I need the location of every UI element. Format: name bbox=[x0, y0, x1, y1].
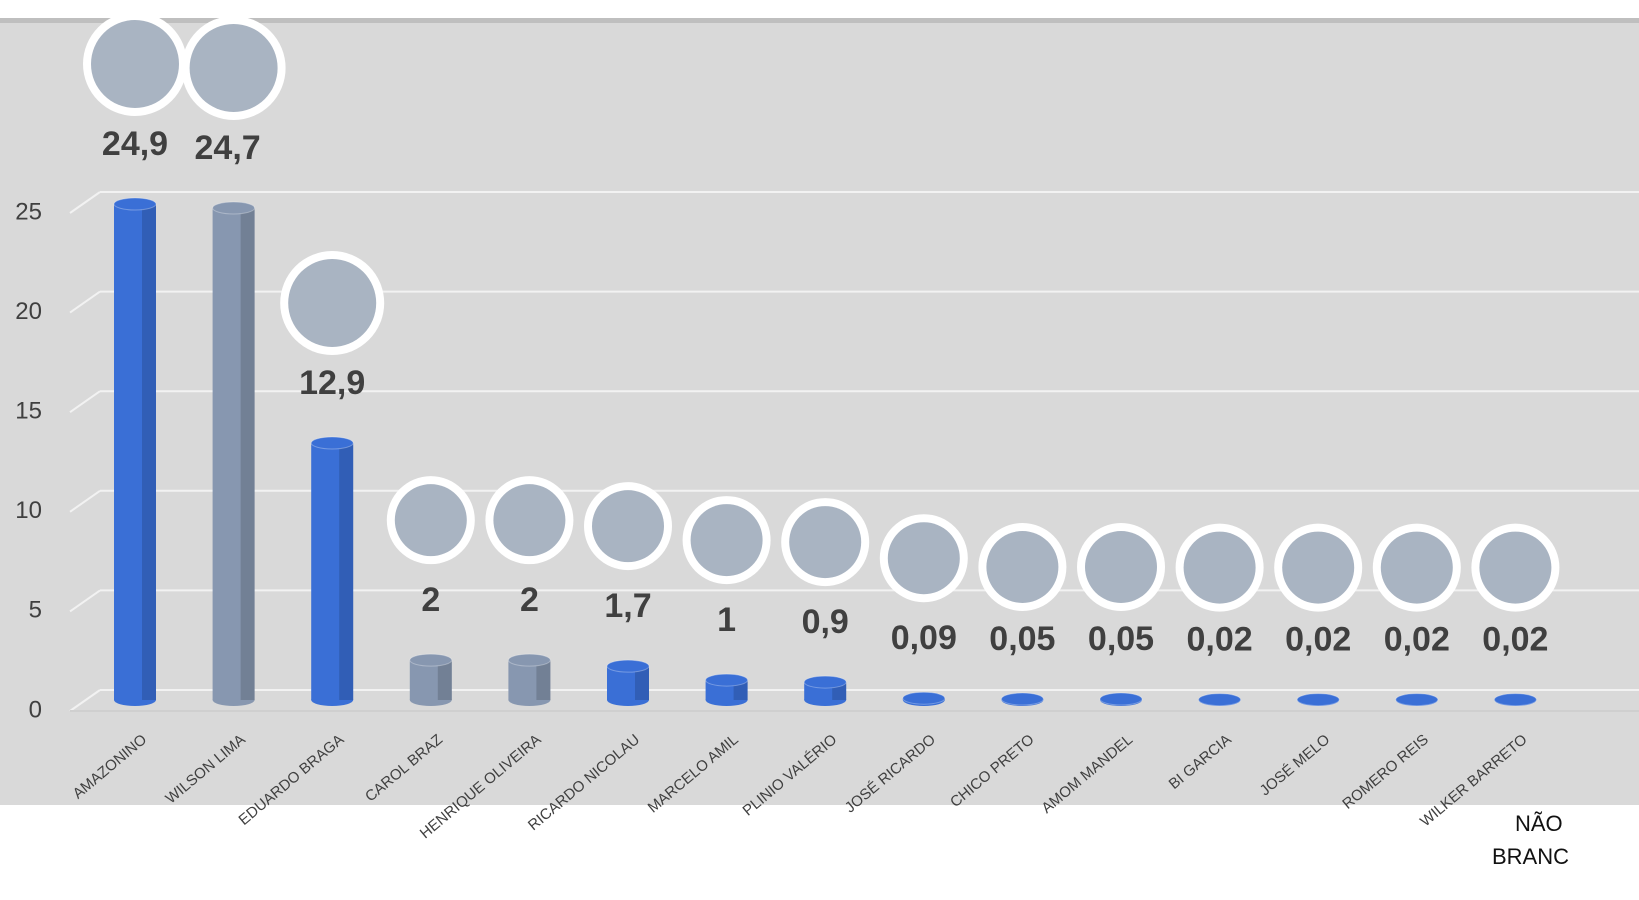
photo bbox=[1479, 531, 1552, 604]
bar-top bbox=[507, 653, 551, 667]
bar-top bbox=[606, 659, 650, 673]
bar-body bbox=[114, 203, 156, 700]
photo bbox=[288, 259, 377, 348]
value-label: 0,05 bbox=[1088, 620, 1154, 658]
bar-top bbox=[705, 673, 749, 687]
bar bbox=[113, 197, 157, 706]
bar-top bbox=[1296, 693, 1340, 707]
annotation: NÃO bbox=[1515, 811, 1563, 836]
bar-shade bbox=[142, 203, 156, 700]
bar-top bbox=[113, 197, 157, 211]
bar-shade bbox=[240, 207, 255, 700]
bar-top bbox=[803, 675, 847, 689]
photo bbox=[592, 490, 664, 563]
bar bbox=[310, 436, 354, 706]
bar-body bbox=[508, 660, 551, 700]
y-tick-label: 20 bbox=[15, 298, 42, 325]
bar bbox=[606, 659, 650, 706]
y-tick-label: 10 bbox=[15, 497, 42, 524]
photo bbox=[690, 504, 763, 577]
bar bbox=[409, 653, 453, 706]
photo bbox=[1183, 531, 1256, 604]
value-label: 0,02 bbox=[1187, 621, 1253, 659]
bar-body bbox=[409, 660, 452, 700]
bar-top bbox=[310, 436, 354, 450]
bottom-band bbox=[0, 805, 1639, 900]
photo bbox=[394, 484, 467, 557]
value-label: 1,7 bbox=[604, 587, 651, 625]
grid-line bbox=[69, 689, 101, 712]
bar-top bbox=[902, 691, 946, 705]
bar-shade bbox=[339, 443, 354, 700]
y-tick-label: 25 bbox=[15, 198, 42, 225]
bar bbox=[902, 691, 946, 706]
photo bbox=[887, 522, 960, 595]
photo bbox=[1282, 531, 1355, 604]
bar-shade bbox=[437, 660, 452, 700]
bar bbox=[705, 673, 749, 706]
grid-line bbox=[69, 489, 101, 513]
y-tick-label: 5 bbox=[29, 597, 42, 624]
bar bbox=[1296, 693, 1340, 707]
photo bbox=[789, 506, 862, 579]
bar-top bbox=[1000, 692, 1044, 706]
bar-body bbox=[212, 207, 255, 700]
photo bbox=[1380, 531, 1453, 604]
value-label: 0,02 bbox=[1384, 621, 1450, 659]
photo bbox=[1085, 531, 1157, 604]
bar-top bbox=[1198, 693, 1242, 707]
top-band bbox=[0, 0, 1639, 18]
y-tick-label: 15 bbox=[15, 398, 42, 425]
bar-shade bbox=[536, 660, 551, 700]
bar bbox=[1000, 692, 1044, 706]
bar bbox=[803, 675, 847, 706]
grid-line bbox=[69, 290, 101, 314]
bar-top bbox=[1099, 692, 1143, 706]
photo bbox=[493, 484, 566, 557]
bar bbox=[1198, 693, 1242, 707]
bar bbox=[507, 653, 551, 706]
value-label: 0,09 bbox=[891, 619, 957, 657]
value-label: 2 bbox=[421, 581, 440, 619]
y-tick-label: 0 bbox=[29, 696, 42, 723]
annotation: BRANC bbox=[1492, 844, 1569, 869]
value-label: 1 bbox=[717, 601, 736, 639]
grid-line bbox=[69, 191, 101, 214]
bar bbox=[1493, 693, 1537, 707]
value-label: 0,9 bbox=[802, 603, 849, 641]
grid-line bbox=[69, 589, 101, 613]
bar-top bbox=[1493, 693, 1537, 707]
bar bbox=[212, 201, 256, 706]
value-label: 0,02 bbox=[1482, 621, 1548, 659]
bar bbox=[1099, 692, 1143, 706]
value-label: 24,9 bbox=[102, 125, 168, 163]
bar-shade bbox=[635, 666, 649, 700]
value-label: 12,9 bbox=[299, 364, 365, 402]
bar-body bbox=[311, 443, 354, 700]
value-label: 0,02 bbox=[1285, 621, 1351, 659]
bar-top bbox=[409, 653, 453, 667]
photo bbox=[189, 23, 278, 112]
photo bbox=[986, 531, 1059, 604]
photo bbox=[91, 19, 179, 108]
value-label: 0,05 bbox=[989, 620, 1055, 658]
bar-top bbox=[212, 201, 256, 215]
bar-top bbox=[1395, 693, 1439, 707]
bar bbox=[1395, 693, 1439, 707]
value-label: 2 bbox=[520, 581, 539, 619]
value-label: 24,7 bbox=[195, 129, 261, 167]
top-rule bbox=[0, 18, 1639, 23]
grid-line bbox=[69, 390, 101, 414]
